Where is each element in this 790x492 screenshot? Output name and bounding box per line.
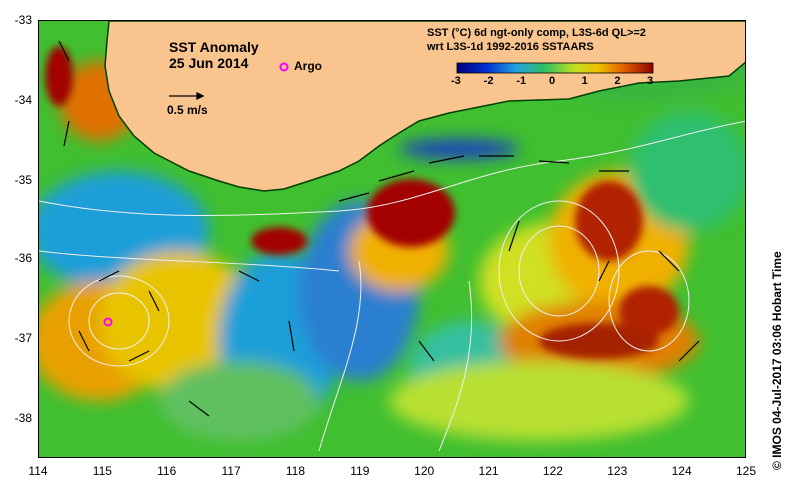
y-tick-label: -33 bbox=[14, 13, 32, 27]
x-tick-label: 119 bbox=[350, 464, 370, 478]
y-tick-label: -34 bbox=[14, 93, 32, 107]
colorbar-tick-label: 2 bbox=[614, 75, 621, 87]
current-vectors bbox=[58, 40, 700, 417]
x-tick-label: 123 bbox=[607, 464, 628, 478]
x-tick-label: 120 bbox=[414, 464, 435, 478]
argo-legend-label: Argo bbox=[294, 59, 322, 73]
colorbar-tick-label: 3 bbox=[647, 75, 654, 87]
scale-arrow-icon bbox=[169, 91, 205, 101]
colorbar-tick-label: -3 bbox=[451, 75, 461, 87]
x-tick-label: 122 bbox=[542, 464, 563, 478]
y-tick-label: -38 bbox=[14, 411, 32, 425]
argo-float-marker[interactable] bbox=[103, 317, 113, 327]
y-tick-label: -35 bbox=[14, 173, 32, 187]
ssh-contours bbox=[39, 120, 745, 452]
x-tick-label: 124 bbox=[671, 464, 692, 478]
colorbar-tick-label: -1 bbox=[516, 75, 527, 87]
argo-legend-icon bbox=[279, 62, 289, 72]
map-title-line1: SST Anomaly bbox=[169, 39, 259, 55]
x-tick-label: 121 bbox=[478, 464, 499, 478]
colorbar-gradient bbox=[456, 62, 654, 74]
x-tick-label: 118 bbox=[285, 464, 306, 478]
x-tick-label: 116 bbox=[157, 464, 177, 478]
copyright-text: © IMOS 04-Jul-2017 03:06 Hobart Time bbox=[770, 251, 784, 470]
y-tick-label: -36 bbox=[14, 251, 32, 265]
colorbar-tick-label: 1 bbox=[581, 75, 588, 87]
x-tick-label: 125 bbox=[735, 464, 757, 478]
x-tick-label: 114 bbox=[28, 464, 48, 478]
map-title-line2: 25 Jun 2014 bbox=[169, 55, 249, 71]
x-tick-label: 117 bbox=[221, 464, 241, 478]
y-tick-label: -37 bbox=[14, 331, 32, 345]
x-tick-label: 115 bbox=[92, 464, 112, 478]
scale-label: 0.5 m/s bbox=[167, 103, 208, 117]
colorbar-tick-label: 0 bbox=[549, 75, 556, 87]
sst-anomaly-map bbox=[39, 21, 745, 457]
warm-anomaly bbox=[45, 46, 679, 359]
colorbar-title-1: SST (°C) 6d ngt-only comp, L3S-6d QL>=2 bbox=[427, 27, 646, 39]
colorbar-tick-label: -2 bbox=[483, 75, 494, 87]
colorbar bbox=[456, 62, 654, 74]
map-panel: SST Anomaly 25 Jun 2014 Argo 0.5 m/s SST… bbox=[38, 20, 746, 458]
colorbar-title-2: wrt L3S-1d 1992-2016 SSTAARS bbox=[427, 41, 594, 53]
